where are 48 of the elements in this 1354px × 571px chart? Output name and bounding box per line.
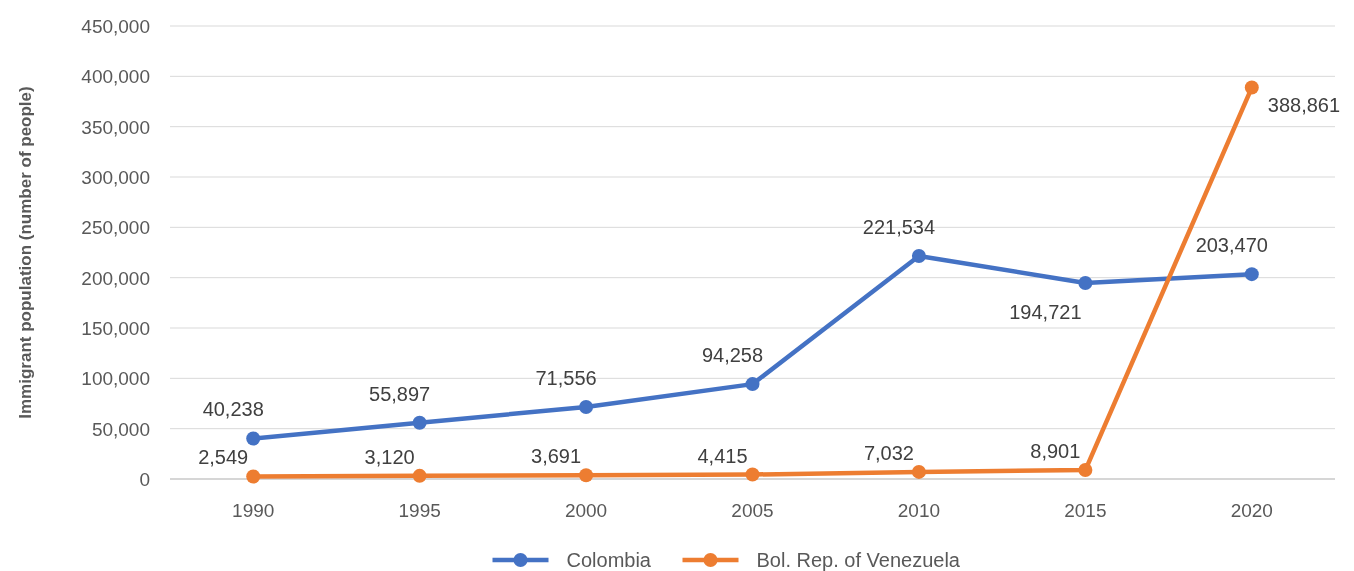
point	[412, 468, 427, 483]
y-tick-label: 200,000	[81, 267, 150, 289]
point	[412, 415, 427, 430]
point	[1078, 275, 1093, 290]
data-label: 40,238	[202, 398, 264, 421]
x-tick-label: 2005	[731, 500, 774, 521]
x-tick-label: 1995	[398, 500, 441, 521]
data-label: 194,721	[1009, 300, 1082, 323]
y-axis-title: Immigrant population (number of people)	[16, 86, 35, 419]
data-label: 55,897	[369, 382, 431, 405]
point	[911, 464, 926, 479]
point	[579, 399, 594, 414]
data-label: 388,861	[1267, 93, 1341, 116]
data-label: 8,901	[1030, 440, 1081, 463]
point	[745, 467, 760, 482]
x-tick-label: 2000	[564, 500, 608, 521]
x-tick-label: 2010	[897, 500, 941, 521]
point	[911, 248, 926, 263]
data-label: 2,549	[198, 446, 249, 469]
y-tick-label: 0	[139, 469, 150, 490]
point	[1244, 80, 1259, 95]
point	[579, 468, 594, 483]
data-label: 221,534	[862, 215, 936, 238]
data-label: 94,258	[701, 344, 764, 367]
point	[246, 469, 261, 484]
y-tick-label: 350,000	[81, 116, 150, 138]
y-tick-label: 50,000	[91, 418, 150, 440]
y-tick-label: 100,000	[81, 368, 150, 390]
legend-label: Bol. Rep. of Venezuela	[756, 549, 961, 571]
data-label: 4,415	[697, 444, 748, 467]
y-tick-label: 300,000	[81, 167, 150, 188]
point	[246, 431, 261, 446]
data-label: 71,556	[535, 366, 597, 389]
point	[745, 377, 760, 392]
point	[1078, 463, 1093, 478]
y-tick-label: 400,000	[81, 66, 150, 88]
point	[1244, 267, 1259, 282]
legend-label: Colombia	[566, 549, 652, 571]
y-tick-label: 250,000	[81, 217, 150, 239]
y-tick-label: 150,000	[81, 318, 150, 339]
data-label: 3,120	[364, 445, 415, 468]
data-label: 3,691	[531, 445, 582, 468]
x-tick-label: 1990	[232, 500, 275, 521]
data-label: 7,032	[863, 441, 914, 464]
y-tick-label: 450,000	[81, 16, 150, 37]
x-tick-label: 2015	[1064, 500, 1107, 521]
x-tick-label: 2020	[1230, 500, 1273, 521]
data-label: 203,470	[1195, 234, 1268, 257]
